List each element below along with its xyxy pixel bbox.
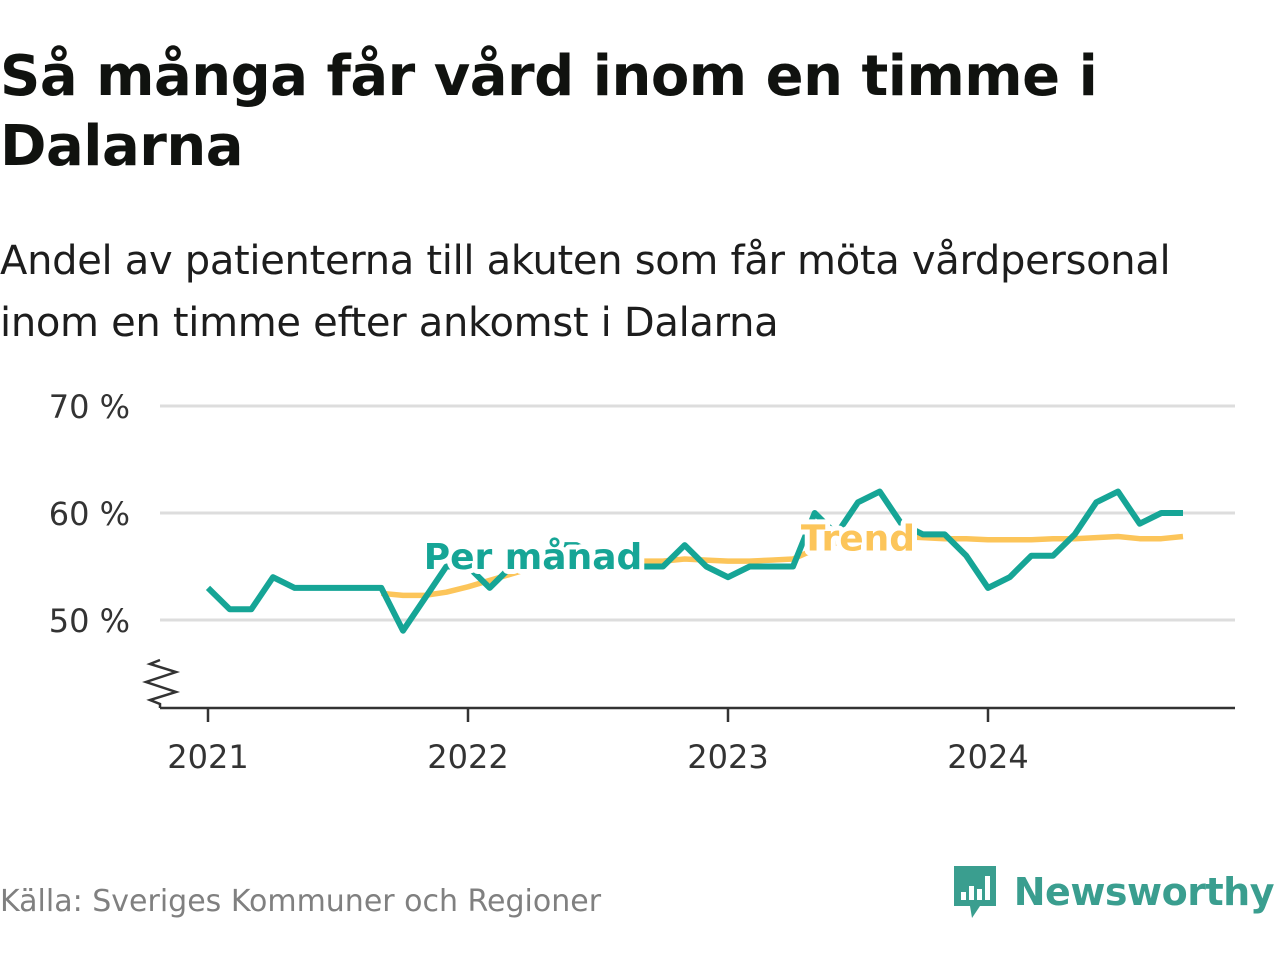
gridlines xyxy=(160,404,1235,622)
brand-name: Newsworthy xyxy=(1013,870,1275,914)
line-chart: 50 %60 %70 %2021 2022 2023 2024 Per månadPe… xyxy=(49,388,1235,776)
series-lines xyxy=(205,488,1184,634)
series-label-per-manad: Per månad xyxy=(424,537,643,578)
chart-subtitle: Andel av patienterna till akuten som får… xyxy=(0,238,1171,346)
newsworthy-logo-icon xyxy=(953,866,996,918)
series-line-per-manad xyxy=(205,488,1183,634)
y-axis-break xyxy=(142,658,181,708)
series-line-trend xyxy=(381,532,1184,599)
chart-title: Så många får vård inom en timme i Dalarn… xyxy=(0,44,1098,179)
y-tick-label: 70 % xyxy=(49,388,130,426)
x-tick-label: 2021 xyxy=(167,738,248,776)
series-label-trend: Trend xyxy=(801,519,915,560)
x-tick-label: 2023 xyxy=(687,738,768,776)
y-tick-label: 50 % xyxy=(49,602,130,640)
source-note: Källa: Sveriges Kommuner och Regioner xyxy=(0,884,602,919)
axes: 50 % 60 % 70 % 2021 2022 2023 2024 xyxy=(49,388,1235,776)
y-tick-label: 60 % xyxy=(49,495,130,533)
series-label-halo: Per månad xyxy=(424,537,643,578)
brand-logo: Newsworthy xyxy=(950,862,1275,922)
x-tick-label: 2024 xyxy=(947,738,1028,776)
series-label-halo: Trend xyxy=(801,519,915,560)
x-tick-label: 2022 xyxy=(427,738,508,776)
